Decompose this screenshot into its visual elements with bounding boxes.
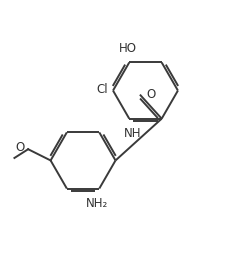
Text: O: O [15, 141, 24, 155]
Text: NH₂: NH₂ [85, 197, 108, 210]
Text: HO: HO [118, 43, 136, 56]
Text: Cl: Cl [96, 83, 107, 96]
Text: NH: NH [124, 127, 141, 140]
Text: O: O [146, 88, 155, 101]
